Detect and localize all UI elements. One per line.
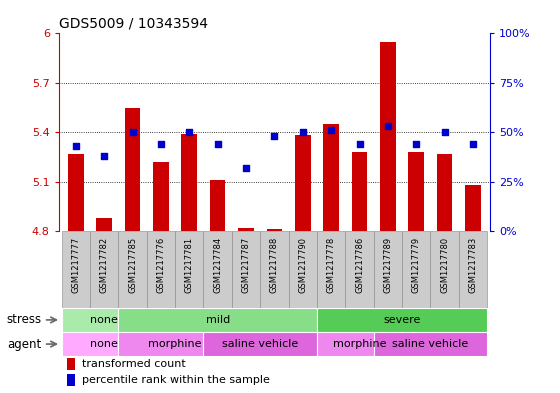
Point — [100, 153, 109, 159]
Bar — [125, 108, 141, 231]
Bar — [175, 231, 203, 308]
Bar — [68, 154, 83, 231]
Text: GSM1217781: GSM1217781 — [185, 237, 194, 293]
Point — [185, 129, 194, 135]
Point — [71, 143, 80, 149]
Bar — [431, 231, 459, 308]
Bar — [459, 231, 487, 308]
Text: stress: stress — [6, 313, 41, 327]
Bar — [203, 332, 317, 356]
Text: agent: agent — [7, 338, 41, 351]
Bar — [317, 332, 402, 356]
Bar — [203, 231, 232, 308]
Point — [469, 141, 478, 147]
Point — [241, 165, 250, 171]
Bar — [62, 308, 147, 332]
Text: GSM1217788: GSM1217788 — [270, 237, 279, 294]
Text: GSM1217787: GSM1217787 — [241, 237, 250, 294]
Bar — [317, 231, 346, 308]
Text: saline vehicle: saline vehicle — [393, 339, 469, 349]
Bar — [408, 152, 424, 231]
Text: GSM1217779: GSM1217779 — [412, 237, 421, 293]
Text: mild: mild — [206, 315, 230, 325]
Bar — [232, 231, 260, 308]
Bar — [62, 332, 147, 356]
Bar — [181, 134, 197, 231]
Bar — [380, 42, 396, 231]
Point — [298, 129, 307, 135]
Bar — [295, 136, 311, 231]
Point — [128, 129, 137, 135]
Point — [384, 123, 393, 129]
Bar — [67, 358, 75, 370]
Bar — [118, 308, 317, 332]
Text: morphine: morphine — [148, 339, 202, 349]
Text: GDS5009 / 10343594: GDS5009 / 10343594 — [59, 17, 208, 31]
Bar — [346, 231, 374, 308]
Bar — [465, 185, 481, 231]
Point — [412, 141, 421, 147]
Bar — [260, 231, 288, 308]
Bar — [352, 152, 367, 231]
Bar — [153, 162, 169, 231]
Text: GSM1217777: GSM1217777 — [71, 237, 80, 294]
Text: GSM1217785: GSM1217785 — [128, 237, 137, 293]
Bar — [267, 230, 282, 231]
Text: GSM1217783: GSM1217783 — [469, 237, 478, 294]
Point — [355, 141, 364, 147]
Bar — [437, 154, 452, 231]
Text: none: none — [90, 315, 118, 325]
Text: GSM1217776: GSM1217776 — [156, 237, 165, 294]
Bar — [374, 332, 487, 356]
Text: GSM1217786: GSM1217786 — [355, 237, 364, 294]
Text: GSM1217789: GSM1217789 — [384, 237, 393, 293]
Text: GSM1217780: GSM1217780 — [440, 237, 449, 293]
Bar — [67, 374, 75, 386]
Bar — [210, 180, 226, 231]
Text: GSM1217790: GSM1217790 — [298, 237, 307, 293]
Bar — [147, 231, 175, 308]
Text: transformed count: transformed count — [82, 359, 185, 369]
Bar — [90, 231, 118, 308]
Bar — [323, 124, 339, 231]
Point — [440, 129, 449, 135]
Text: GSM1217784: GSM1217784 — [213, 237, 222, 293]
Bar — [96, 218, 112, 231]
Text: percentile rank within the sample: percentile rank within the sample — [82, 375, 269, 385]
Bar — [118, 332, 232, 356]
Bar — [288, 231, 317, 308]
Text: morphine: morphine — [333, 339, 386, 349]
Point — [213, 141, 222, 147]
Text: severe: severe — [384, 315, 421, 325]
Bar — [374, 231, 402, 308]
Point — [270, 133, 279, 139]
Text: GSM1217782: GSM1217782 — [100, 237, 109, 293]
Bar — [238, 228, 254, 231]
Point — [156, 141, 165, 147]
Text: none: none — [90, 339, 118, 349]
Point — [326, 127, 335, 133]
Bar — [62, 231, 90, 308]
Text: GSM1217778: GSM1217778 — [326, 237, 335, 294]
Bar — [317, 308, 487, 332]
Bar — [402, 231, 431, 308]
Text: saline vehicle: saline vehicle — [222, 339, 298, 349]
Bar — [118, 231, 147, 308]
